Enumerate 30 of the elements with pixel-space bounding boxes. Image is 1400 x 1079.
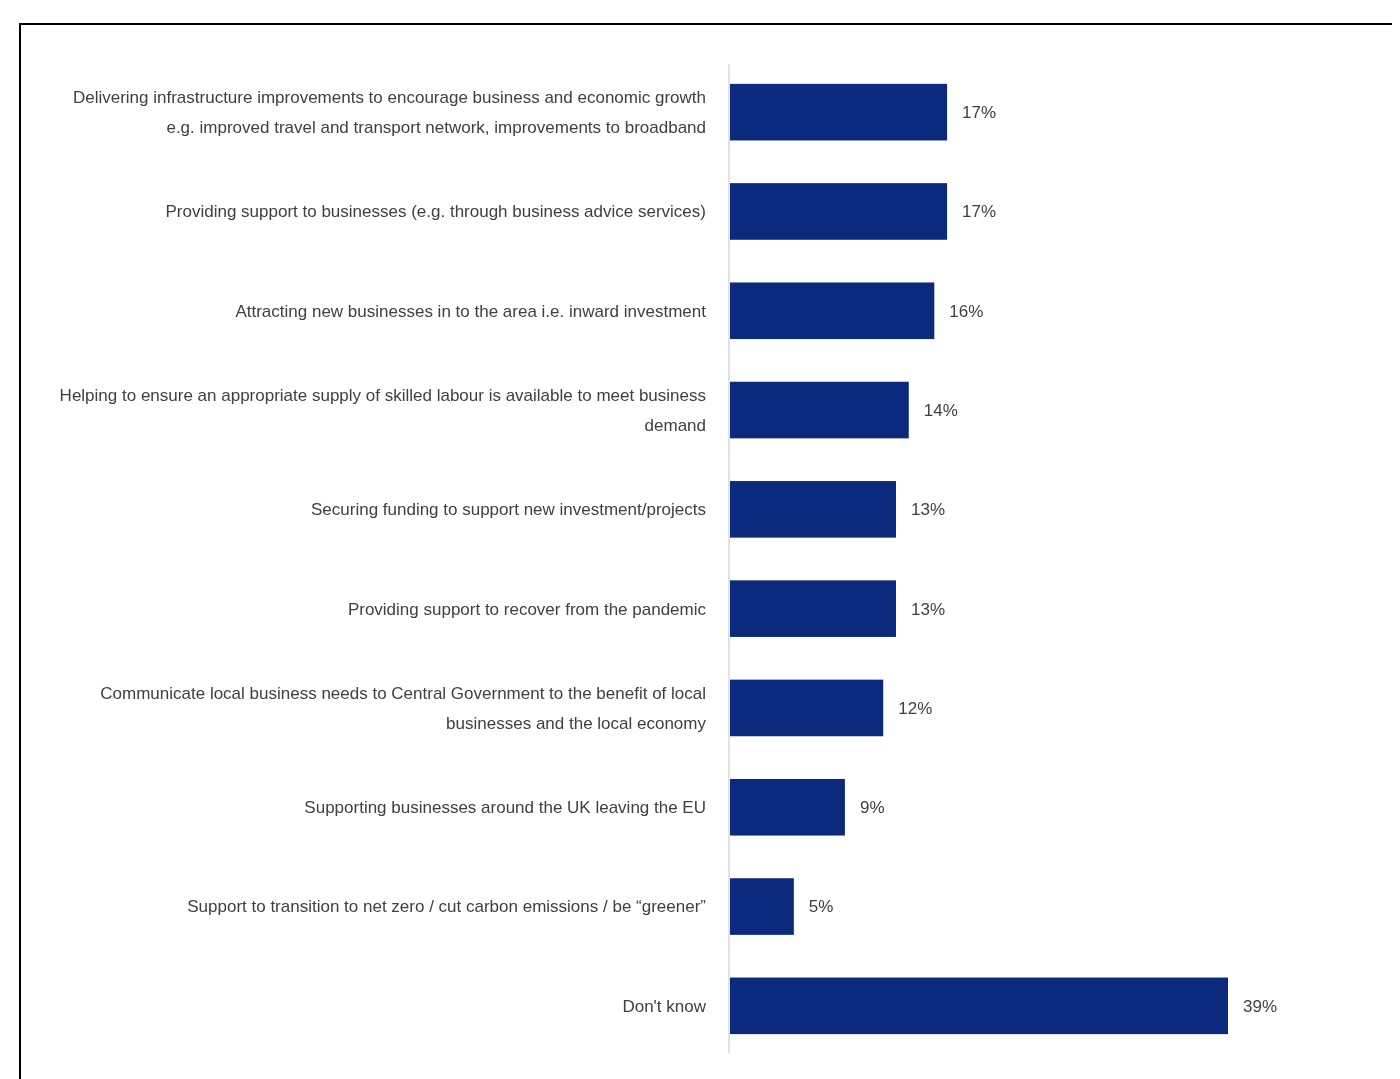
bar	[730, 878, 794, 935]
bar	[730, 977, 1228, 1035]
y-tick-label: Helping to ensure an appropriate supply of skilled labour is available to meet business demand	[59, 386, 706, 435]
data-label: 16%	[949, 301, 984, 321]
y-tick-label: Providing support to businesses (e.g. through business advice services)	[165, 202, 706, 222]
data-label: 14%	[923, 401, 958, 420]
y-tick-label: Providing support to recover from the pandemic	[347, 599, 707, 619]
y-tick-label: Communicate local business needs to Central Government to the benefit of local businesses and the local economy	[100, 683, 707, 733]
bar	[730, 778, 845, 836]
bar	[730, 282, 935, 340]
data-label: 17%	[962, 202, 997, 222]
data-label: 13%	[911, 500, 946, 520]
bar	[730, 580, 896, 637]
data-label: 12%	[898, 698, 933, 718]
y-tick-label: Delivering infrastructure improvements to encourage business and economic growth e.g. improved travel and transport network, improvements to broadband	[72, 88, 706, 138]
bar	[730, 183, 948, 240]
data-label: 13%	[911, 599, 946, 619]
bar	[730, 381, 909, 439]
y-tick-label: Supporting businesses around the UK leaving the EU	[304, 798, 706, 818]
data-label: 5%	[808, 897, 834, 917]
data-label: 17%	[962, 103, 997, 123]
y-tick-label: Don't know	[622, 996, 707, 1016]
y-tick-label: Support to transition to net zero / cut carbon emissions / be “greener”	[187, 897, 707, 917]
y-tick-label: Securing funding to support new investment/projects	[310, 500, 706, 520]
y-tick-label: Attracting new businesses in to the area i.e. inward investment	[235, 301, 707, 321]
bar	[730, 83, 948, 141]
bar	[730, 679, 884, 737]
bar	[730, 481, 896, 538]
data-label: 39%	[1243, 996, 1278, 1016]
data-label: 9%	[859, 798, 885, 818]
